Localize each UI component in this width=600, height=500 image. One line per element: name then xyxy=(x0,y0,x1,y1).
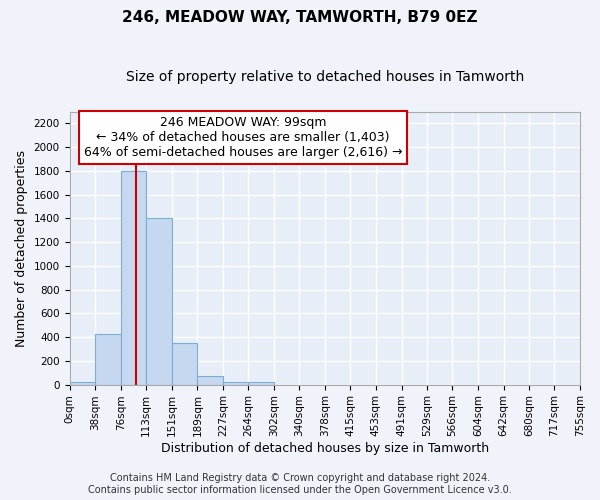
Bar xyxy=(197,376,223,384)
Bar xyxy=(248,382,274,384)
Text: Contains HM Land Registry data © Crown copyright and database right 2024.
Contai: Contains HM Land Registry data © Crown c… xyxy=(88,474,512,495)
Bar xyxy=(146,218,172,384)
Bar xyxy=(121,171,146,384)
X-axis label: Distribution of detached houses by size in Tamworth: Distribution of detached houses by size … xyxy=(161,442,489,455)
Bar xyxy=(95,334,121,384)
Y-axis label: Number of detached properties: Number of detached properties xyxy=(15,150,28,346)
Text: 246 MEADOW WAY: 99sqm
← 34% of detached houses are smaller (1,403)
64% of semi-d: 246 MEADOW WAY: 99sqm ← 34% of detached … xyxy=(84,116,403,158)
Bar xyxy=(223,382,248,384)
Bar xyxy=(172,343,197,384)
Title: Size of property relative to detached houses in Tamworth: Size of property relative to detached ho… xyxy=(125,70,524,84)
Text: 246, MEADOW WAY, TAMWORTH, B79 0EZ: 246, MEADOW WAY, TAMWORTH, B79 0EZ xyxy=(122,10,478,25)
Bar xyxy=(70,382,95,384)
